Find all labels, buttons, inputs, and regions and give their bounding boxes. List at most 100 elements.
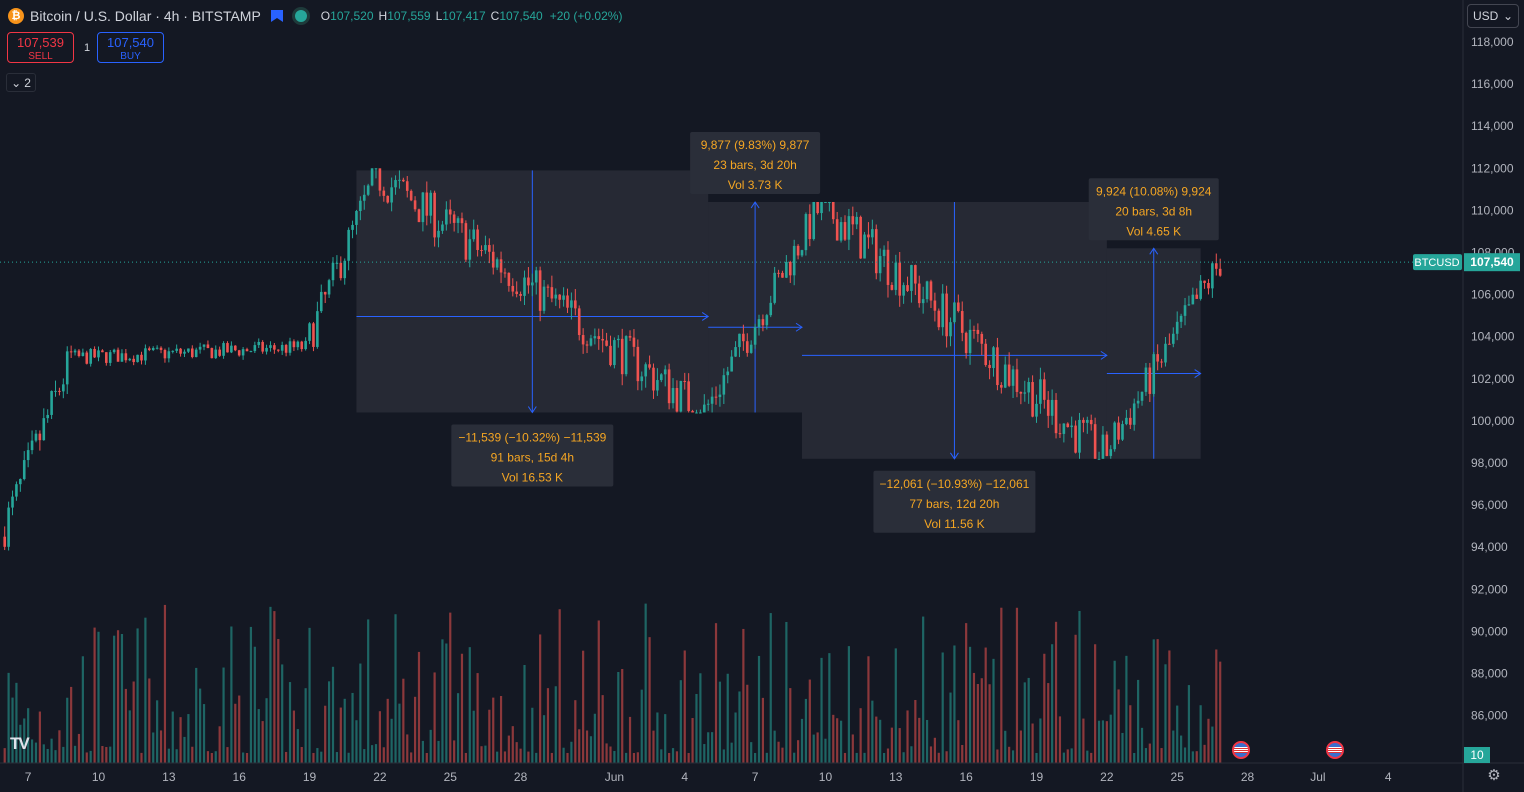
volume-bar bbox=[492, 697, 495, 763]
market-status-icon[interactable] bbox=[294, 10, 307, 22]
candle-body bbox=[683, 380, 687, 382]
gear-icon[interactable]: ⚙ bbox=[1487, 767, 1501, 784]
candle-body bbox=[273, 345, 276, 350]
volume-bar bbox=[675, 751, 679, 763]
candle-body bbox=[491, 251, 495, 268]
us-flag-event-icon[interactable] bbox=[1326, 741, 1344, 759]
volume-bar bbox=[468, 647, 471, 763]
buy-button[interactable]: 107,540 BUY bbox=[97, 32, 164, 63]
volume-bar bbox=[273, 611, 276, 763]
change-value: +20 (+0.02%) bbox=[549, 9, 623, 23]
volume-bar bbox=[660, 749, 663, 763]
volume-bar bbox=[886, 748, 890, 763]
volume-bar bbox=[902, 752, 905, 763]
currency-select[interactable]: USD ⌄ bbox=[1467, 4, 1519, 28]
candle-body bbox=[675, 388, 679, 412]
volume-bar bbox=[54, 750, 57, 763]
volume-bar bbox=[1180, 735, 1183, 763]
price-range-measure[interactable]: 9,924 (10.08%) 9,924 20 bars, 3d 8h Vol 4.… bbox=[1088, 178, 1219, 459]
candle-body bbox=[15, 484, 18, 497]
candle-body bbox=[749, 344, 753, 353]
volume-bar bbox=[640, 689, 643, 763]
candle-body bbox=[1050, 399, 1054, 416]
volume-bar bbox=[109, 746, 112, 763]
volume-bar bbox=[206, 751, 210, 763]
candle-body bbox=[921, 299, 925, 304]
logo-text: TV bbox=[10, 734, 30, 753]
volume-bar bbox=[511, 726, 514, 763]
candle-body bbox=[218, 349, 221, 356]
candle-body bbox=[597, 336, 601, 339]
volume-bar bbox=[472, 710, 475, 763]
volume-bar bbox=[81, 656, 84, 763]
candle-body bbox=[144, 348, 147, 361]
candle-body bbox=[167, 351, 171, 359]
candle-body bbox=[261, 341, 264, 352]
volume-bar bbox=[754, 752, 757, 763]
volume-bar bbox=[413, 696, 417, 763]
volume-bar bbox=[839, 720, 843, 763]
candle-body bbox=[695, 412, 698, 414]
measure-arrow bbox=[950, 452, 959, 460]
volume-bar bbox=[15, 682, 18, 763]
candle-body bbox=[574, 300, 577, 309]
measure-arrow bbox=[795, 322, 803, 332]
tradingview-logo[interactable]: TV bbox=[10, 734, 30, 754]
measure-arrow bbox=[1149, 247, 1159, 255]
candle-body bbox=[624, 336, 628, 375]
volume-bar bbox=[488, 709, 491, 763]
price-range-measure[interactable]: 9,877 (9.83%) 9,877 23 bars, 3d 20h Vol 3.… bbox=[690, 131, 821, 413]
candle-body bbox=[495, 259, 499, 268]
last-price-marker: BTCUSD 107,540 10 bbox=[0, 253, 1520, 763]
candle-body bbox=[824, 201, 827, 203]
volume-bar bbox=[687, 752, 690, 763]
candle-body bbox=[1156, 354, 1159, 362]
volume-bar bbox=[804, 698, 808, 763]
candle-body bbox=[843, 222, 847, 240]
high-value: 107,559 bbox=[387, 9, 431, 23]
candle-body bbox=[554, 294, 558, 299]
time-tick-label: 10 bbox=[819, 770, 833, 784]
candle-body bbox=[628, 336, 632, 338]
volume-bar bbox=[531, 707, 534, 763]
candle-body bbox=[652, 367, 655, 391]
volume-bar bbox=[1211, 726, 1214, 763]
candle-body bbox=[878, 256, 882, 274]
volume-bar bbox=[316, 748, 319, 763]
volume-bar bbox=[679, 680, 682, 763]
candle-layer bbox=[3, 168, 1222, 551]
candle-body bbox=[871, 229, 874, 238]
candle-body bbox=[792, 245, 796, 276]
candle-body bbox=[691, 410, 694, 413]
sell-button[interactable]: 107,539 SELL bbox=[7, 32, 74, 63]
us-flag-event-icon[interactable] bbox=[1232, 741, 1250, 759]
time-axis[interactable]: 7 10 13 16 19 22 25 28 Jun 4 7 10 13 16 19 22 25 28 Jul 4 bbox=[25, 770, 1392, 784]
candle-body bbox=[237, 350, 241, 356]
volume-bar bbox=[417, 651, 421, 763]
volume-bar bbox=[1199, 705, 1202, 763]
symbol-title[interactable]: Bitcoin / U.S. Dollar · 4h · BITSTAMP bbox=[30, 8, 261, 24]
candle-body bbox=[937, 310, 941, 328]
candle-body bbox=[386, 195, 390, 203]
candle-body bbox=[112, 349, 116, 353]
candle-body bbox=[632, 337, 636, 347]
volume-bar bbox=[1008, 746, 1011, 763]
candle-body bbox=[1164, 343, 1167, 363]
volume-bar bbox=[898, 728, 901, 763]
time-tick-label: 25 bbox=[444, 770, 458, 784]
candle-body bbox=[515, 291, 518, 295]
measure-label-text: Vol 16.53 K bbox=[502, 470, 563, 484]
candle-body bbox=[429, 192, 433, 216]
candle-body bbox=[1086, 419, 1089, 423]
volume-bar bbox=[429, 729, 432, 763]
candle-body bbox=[601, 338, 604, 341]
measure-label-text: −11,539 (−10.32%) −11,539 bbox=[458, 430, 606, 444]
indicators-toggle-button[interactable]: ⌄ 2 bbox=[6, 73, 36, 92]
candle-body bbox=[198, 346, 202, 350]
volume-bar bbox=[1140, 727, 1144, 763]
volume-bar bbox=[421, 740, 424, 763]
volume-bar bbox=[1000, 607, 1003, 763]
volume-bar bbox=[566, 752, 569, 763]
flag-icon[interactable] bbox=[270, 10, 283, 22]
